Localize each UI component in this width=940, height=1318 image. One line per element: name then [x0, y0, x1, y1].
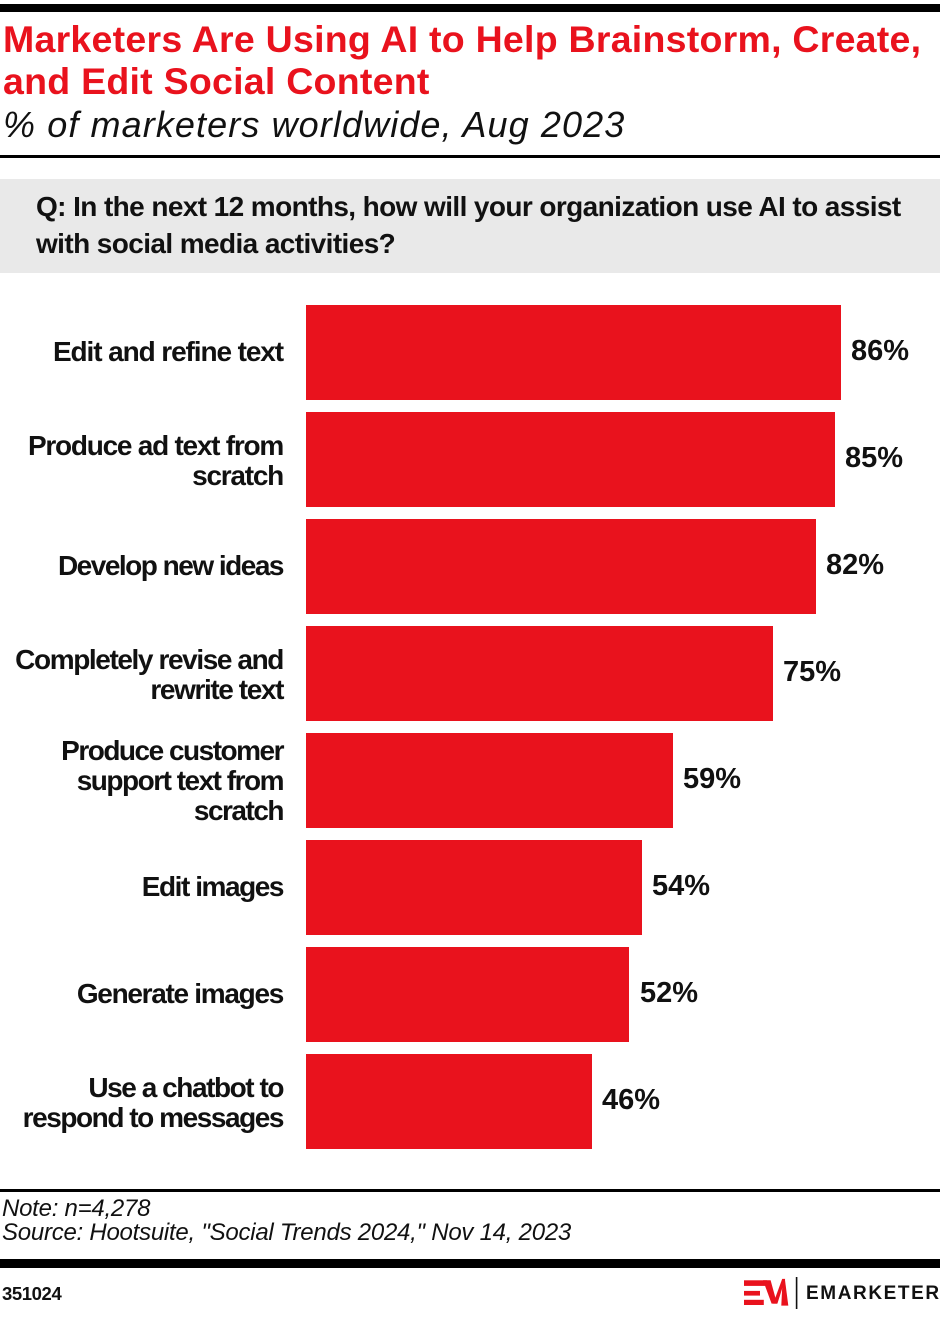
svg-text:EMARKETER: EMARKETER	[806, 1283, 940, 1304]
